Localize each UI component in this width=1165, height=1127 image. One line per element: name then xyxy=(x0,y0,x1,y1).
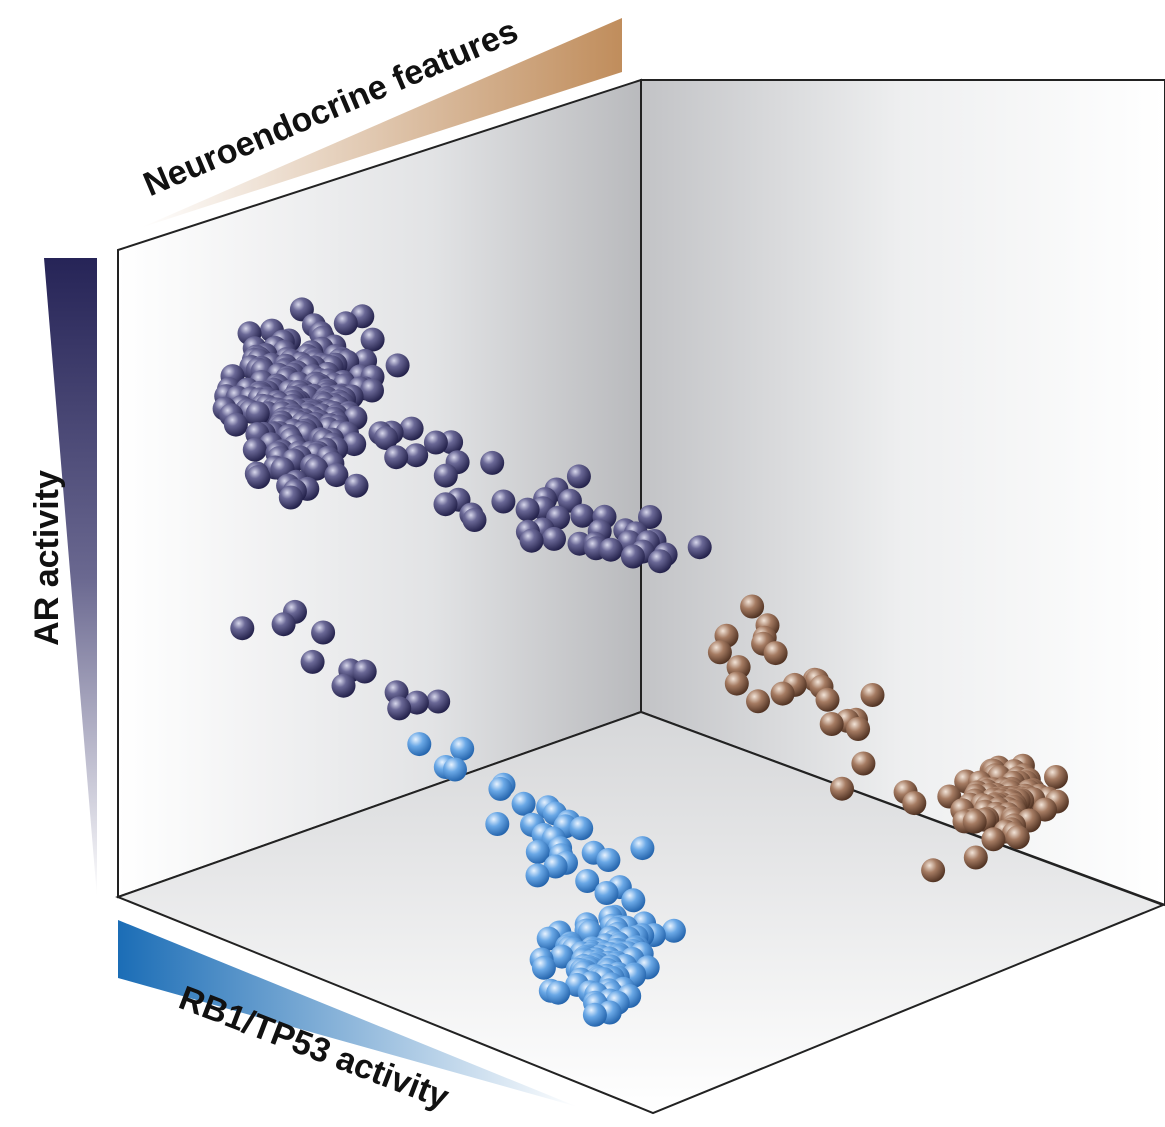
sphere xyxy=(725,672,749,696)
sphere xyxy=(648,549,672,573)
sphere xyxy=(272,612,296,636)
sphere xyxy=(311,621,335,645)
sphere xyxy=(407,732,431,756)
sphere xyxy=(662,919,686,943)
sphere xyxy=(488,777,512,801)
sphere xyxy=(816,688,840,712)
diagram: AR activity Neuroendocrine features RB1/… xyxy=(0,0,1165,1127)
sphere xyxy=(463,508,487,532)
sphere xyxy=(542,527,566,551)
sphere xyxy=(386,353,410,377)
sphere xyxy=(846,717,870,741)
sphere xyxy=(334,311,358,335)
sphere xyxy=(596,848,620,872)
sphere xyxy=(1044,765,1068,789)
sphere xyxy=(526,863,550,887)
sphere xyxy=(921,858,945,882)
sphere xyxy=(480,451,504,475)
sphere xyxy=(230,616,254,640)
sphere xyxy=(434,464,458,488)
sphere xyxy=(771,682,795,706)
sphere xyxy=(963,810,987,834)
sphere xyxy=(246,465,270,489)
sphere xyxy=(599,538,623,562)
sphere xyxy=(426,690,450,714)
sphere xyxy=(532,956,556,980)
sphere xyxy=(708,640,732,664)
sphere xyxy=(443,758,467,782)
sphere xyxy=(434,492,458,516)
sphere xyxy=(384,445,408,469)
sphere xyxy=(424,431,448,455)
sphere xyxy=(243,438,267,462)
sphere xyxy=(764,641,788,665)
sphere xyxy=(279,486,303,510)
sphere xyxy=(516,498,540,522)
sphere xyxy=(595,881,619,905)
sphere xyxy=(630,836,654,860)
sphere xyxy=(224,413,248,437)
sphere xyxy=(861,683,885,707)
sphere xyxy=(450,737,474,761)
sphere xyxy=(569,816,593,840)
sphere xyxy=(964,846,988,870)
sphere xyxy=(746,689,770,713)
sphere xyxy=(301,650,325,674)
sphere xyxy=(345,474,369,498)
ar-label: AR activity xyxy=(28,470,66,646)
sphere xyxy=(981,827,1005,851)
sphere xyxy=(332,674,356,698)
sphere xyxy=(491,490,515,514)
sphere xyxy=(902,791,926,815)
sphere xyxy=(246,401,270,425)
sphere xyxy=(387,696,411,720)
sphere xyxy=(353,660,377,684)
sphere xyxy=(851,752,875,776)
sphere xyxy=(621,545,645,569)
sphere xyxy=(567,464,591,488)
sphere xyxy=(820,712,844,736)
sphere xyxy=(740,595,764,619)
sphere xyxy=(830,777,854,801)
sphere xyxy=(583,1003,607,1027)
sphere xyxy=(1006,825,1030,849)
sphere xyxy=(360,379,384,403)
sphere xyxy=(361,328,385,352)
sphere xyxy=(512,792,536,816)
sphere xyxy=(688,535,712,559)
sphere xyxy=(621,888,645,912)
sphere xyxy=(546,981,570,1005)
sphere xyxy=(400,417,424,441)
page: AR activity Neuroendocrine features RB1/… xyxy=(0,0,1165,1127)
sphere xyxy=(520,529,544,553)
sphere xyxy=(485,812,509,836)
